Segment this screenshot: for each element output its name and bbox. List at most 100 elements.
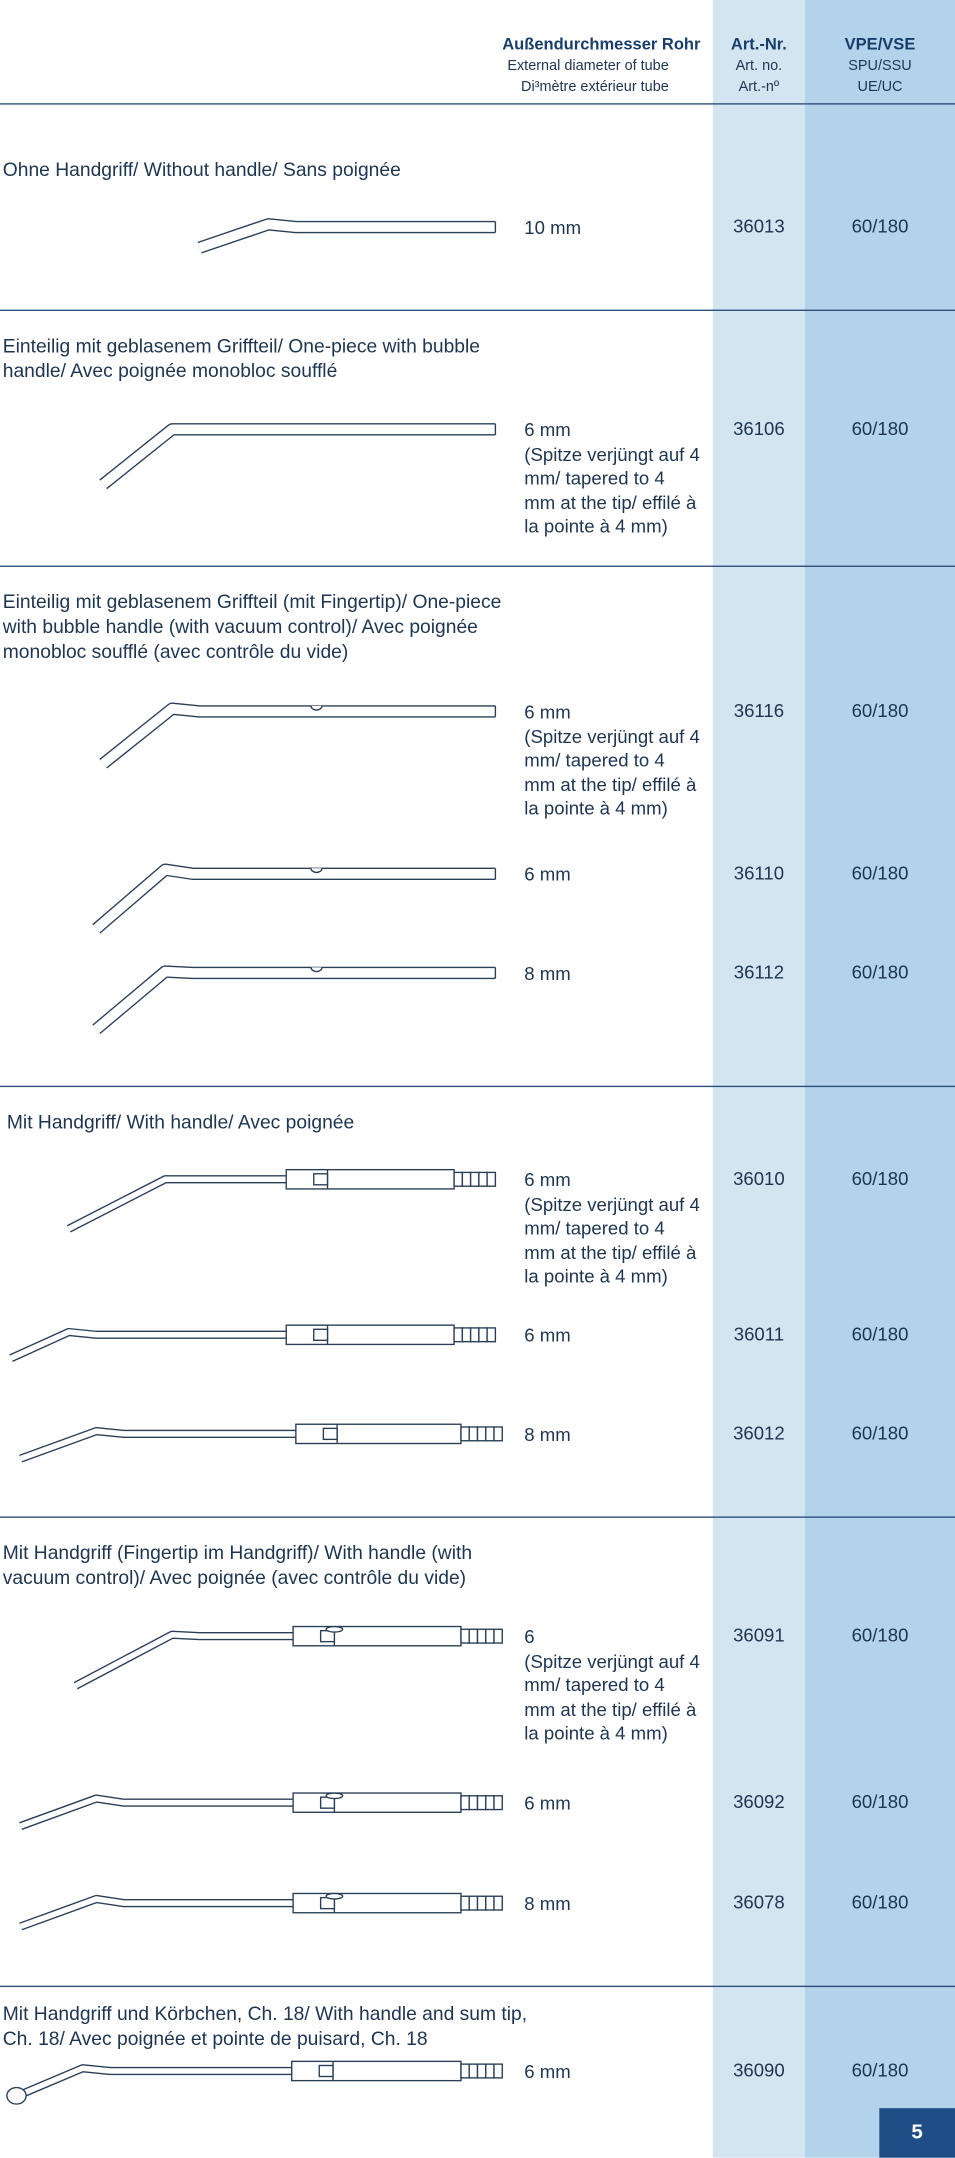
packaging: 60/180: [851, 862, 909, 884]
control-hole: [325, 1625, 344, 1633]
control-hole: [325, 1792, 344, 1800]
tube-inner: [9, 1329, 287, 1361]
diameter-value: 6 mm: [524, 701, 571, 723]
diameter: 6 mm: [524, 1792, 700, 1816]
hose-rib: [460, 1426, 470, 1442]
art-number: 36011: [733, 1323, 785, 1345]
divider: [0, 565, 955, 567]
hose-rib: [460, 2063, 470, 2079]
diameter-note: (Spitze verjüngt auf 4 mm/ tapered to 4 …: [524, 725, 700, 819]
diameter-value: 10 mm: [524, 217, 582, 239]
hose-rib: [493, 2063, 503, 2079]
packaging: 60/180: [851, 700, 909, 722]
handle: [291, 2060, 462, 2082]
hose-rib: [493, 1895, 503, 1911]
hose-rib: [468, 1795, 479, 1811]
art-number: 36091: [733, 1625, 785, 1646]
diameter: 6 mm: [524, 863, 700, 887]
header: External diameter of tube: [507, 57, 669, 75]
section-title: Einteilig mit geblasenem Griffteil/ One-…: [2, 334, 480, 382]
fingertip: [310, 868, 323, 874]
header: Außendurchmesser Rohr: [502, 34, 701, 54]
hose-rib: [468, 1426, 479, 1442]
art-number: 36010: [733, 1168, 785, 1189]
diameter-value: 6 mm: [524, 1169, 571, 1191]
diameter-value: 8 mm: [524, 963, 571, 984]
art-number: 36013: [733, 216, 785, 237]
hose-rib: [461, 1327, 472, 1343]
header: Art.-nº: [738, 78, 780, 95]
hose-rib: [460, 1628, 470, 1644]
tube-inner: [197, 219, 496, 253]
hose-rib: [493, 1795, 503, 1811]
handle: [292, 1792, 462, 1813]
tube-inner: [67, 1176, 287, 1232]
hose-rib: [468, 1895, 479, 1911]
diameter: 8 mm: [524, 1423, 700, 1447]
hose-rib: [469, 1171, 480, 1187]
page-number: 5: [879, 2108, 955, 2158]
diameter-value: 6 mm: [524, 419, 571, 441]
handle: [285, 1168, 455, 1190]
vpe-column-bg: [805, 0, 955, 2158]
hose-rib: [493, 1628, 503, 1644]
packaging: 60/180: [851, 1422, 909, 1444]
section-title: Ohne Handgriff/ Without handle/ Sans poi…: [2, 158, 401, 181]
hose-rib: [476, 1628, 487, 1644]
art-number: 36012: [733, 1422, 785, 1444]
hose-rib: [485, 1895, 495, 1911]
fingertip: [310, 705, 323, 711]
packaging: 60/180: [851, 216, 909, 237]
tube-inner: [93, 966, 496, 1033]
diameter-note: (Spitze verjüngt auf 4 mm/ tapered to 4 …: [524, 1193, 700, 1287]
art-number: 36106: [733, 418, 785, 439]
divider: [0, 103, 955, 105]
handle: [292, 1625, 462, 1647]
diameter-note: (Spitze verjüngt auf 4 mm/ tapered to 4 …: [524, 1650, 700, 1744]
hose-rib: [493, 1426, 503, 1442]
packaging: 60/180: [851, 1168, 909, 1189]
diameter: 6 mm (Spitze verjüngt auf 4 mm/ tapered t…: [524, 1168, 700, 1288]
basket-tip: [6, 2086, 27, 2105]
hose-rib: [469, 1327, 480, 1343]
tube-outline: [73, 1630, 294, 1690]
diameter-value: 6 mm: [524, 1325, 571, 1346]
control-hole: [325, 1892, 344, 1900]
diameter: 6 (Spitze verjüngt auf 4 mm/ tapered to 4…: [524, 1625, 700, 1745]
hose-rib: [485, 1795, 495, 1811]
tube-inner: [19, 1795, 294, 1829]
section-title: Mit Handgriff/ With handle/ Avec poignée: [6, 1110, 355, 1133]
diameter: 6 mm: [524, 1324, 700, 1348]
hose-rib: [468, 1628, 479, 1644]
art-column-bg: [712, 0, 806, 2158]
divider: [0, 1985, 955, 1988]
packaging: 60/180: [851, 1892, 909, 1913]
diameter: 6 mm (Spitze verjüngt auf 4 mm/ tapered t…: [524, 418, 700, 538]
diameter-value: 8 mm: [524, 1424, 571, 1445]
handle-grip: [318, 2064, 334, 2078]
diameter-value: 6 mm: [524, 864, 571, 885]
art-number: 36078: [733, 1892, 785, 1913]
packaging: 60/180: [851, 418, 909, 439]
header: Di³mètre extérieur tube: [521, 78, 669, 95]
diameter-value: 6 mm: [524, 1793, 571, 1814]
hose-rib: [461, 1171, 472, 1187]
header: SPU/SSU: [848, 57, 912, 75]
art-number: 36092: [733, 1791, 785, 1813]
packaging: 60/180: [851, 961, 909, 983]
tube-outline: [66, 1175, 287, 1233]
diameter: 6 mm (Spitze verjüngt auf 4 mm/ tapered t…: [524, 700, 700, 820]
hose-rib: [486, 1171, 497, 1187]
tube-inner: [9, 2065, 292, 2102]
hose-rib: [476, 1895, 487, 1911]
hose-rib: [478, 1327, 488, 1343]
diameter-note: (Spitze verjüngt auf 4 mm/ tapered to 4 …: [524, 443, 700, 537]
diameter-value: 8 mm: [524, 1893, 571, 1915]
hose-rib: [485, 1628, 495, 1644]
packaging: 60/180: [851, 1791, 909, 1813]
tube-inner: [74, 1632, 294, 1689]
fingertip: [310, 967, 323, 973]
